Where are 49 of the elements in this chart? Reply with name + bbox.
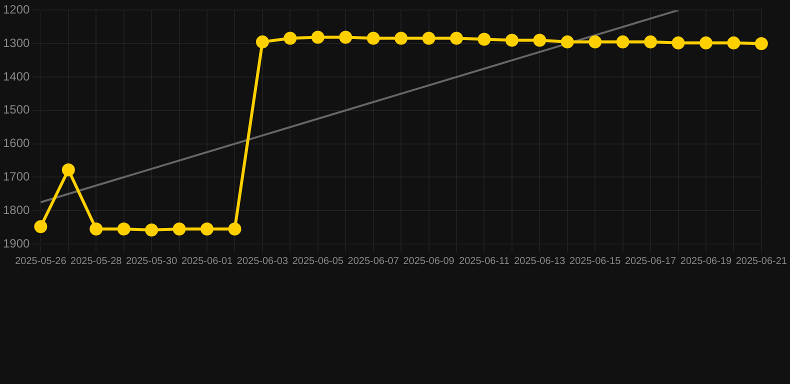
y-tick-label: 1900 — [2, 236, 30, 250]
y-tick-label: 1500 — [2, 102, 30, 117]
point — [172, 222, 186, 236]
x-tick-label: 2025-06-17 — [624, 256, 677, 267]
x-tick-label: 2025-05-28 — [70, 256, 122, 267]
point — [256, 35, 269, 48]
y-tick-label: 1400 — [2, 69, 30, 84]
y-tick-label: 1200 — [2, 2, 30, 17]
y-tick-label: 1700 — [2, 170, 30, 184]
point — [727, 36, 740, 50]
point — [588, 35, 602, 48]
point — [616, 35, 630, 48]
x-tick-label: 2025-06-09 — [403, 256, 455, 267]
y-tick-label: 1300 — [2, 36, 30, 50]
point — [505, 34, 518, 47]
x-tick-label: 2025-06-05 — [292, 256, 344, 267]
x-tick-label: 2025-06-01 — [181, 256, 234, 267]
point — [117, 222, 130, 236]
x-tick-label: 2025-06-19 — [680, 256, 732, 267]
x-tick-label: 2025-06-13 — [514, 256, 566, 267]
point — [311, 30, 324, 44]
point — [284, 32, 297, 45]
x-tick-label: 2025-05-26 — [15, 256, 67, 267]
y-tick-label: 1600 — [2, 136, 30, 150]
x-tick-label: 2025-06-07 — [348, 256, 400, 267]
point — [533, 34, 546, 47]
point — [699, 36, 712, 50]
point — [145, 223, 158, 236]
point — [90, 222, 103, 236]
point — [478, 32, 491, 46]
point — [450, 32, 463, 45]
x-tick-label: 2025-05-30 — [126, 256, 178, 267]
point — [560, 35, 574, 48]
point — [422, 32, 436, 45]
point — [62, 163, 75, 176]
x-tick-label: 2025-06-21 — [736, 256, 788, 267]
point — [394, 32, 408, 45]
y-tick-label: 1800 — [2, 202, 30, 217]
point — [200, 222, 214, 236]
x-tick-label: 2025-06-03 — [236, 256, 288, 267]
x-tick-label: 2025-06-15 — [570, 256, 622, 267]
point — [644, 35, 658, 48]
point — [672, 36, 685, 50]
point — [366, 32, 380, 45]
point — [754, 37, 768, 50]
x-tick-label: 2025-06-11 — [459, 256, 510, 267]
point — [34, 220, 48, 234]
point — [228, 222, 242, 236]
point — [339, 30, 352, 44]
